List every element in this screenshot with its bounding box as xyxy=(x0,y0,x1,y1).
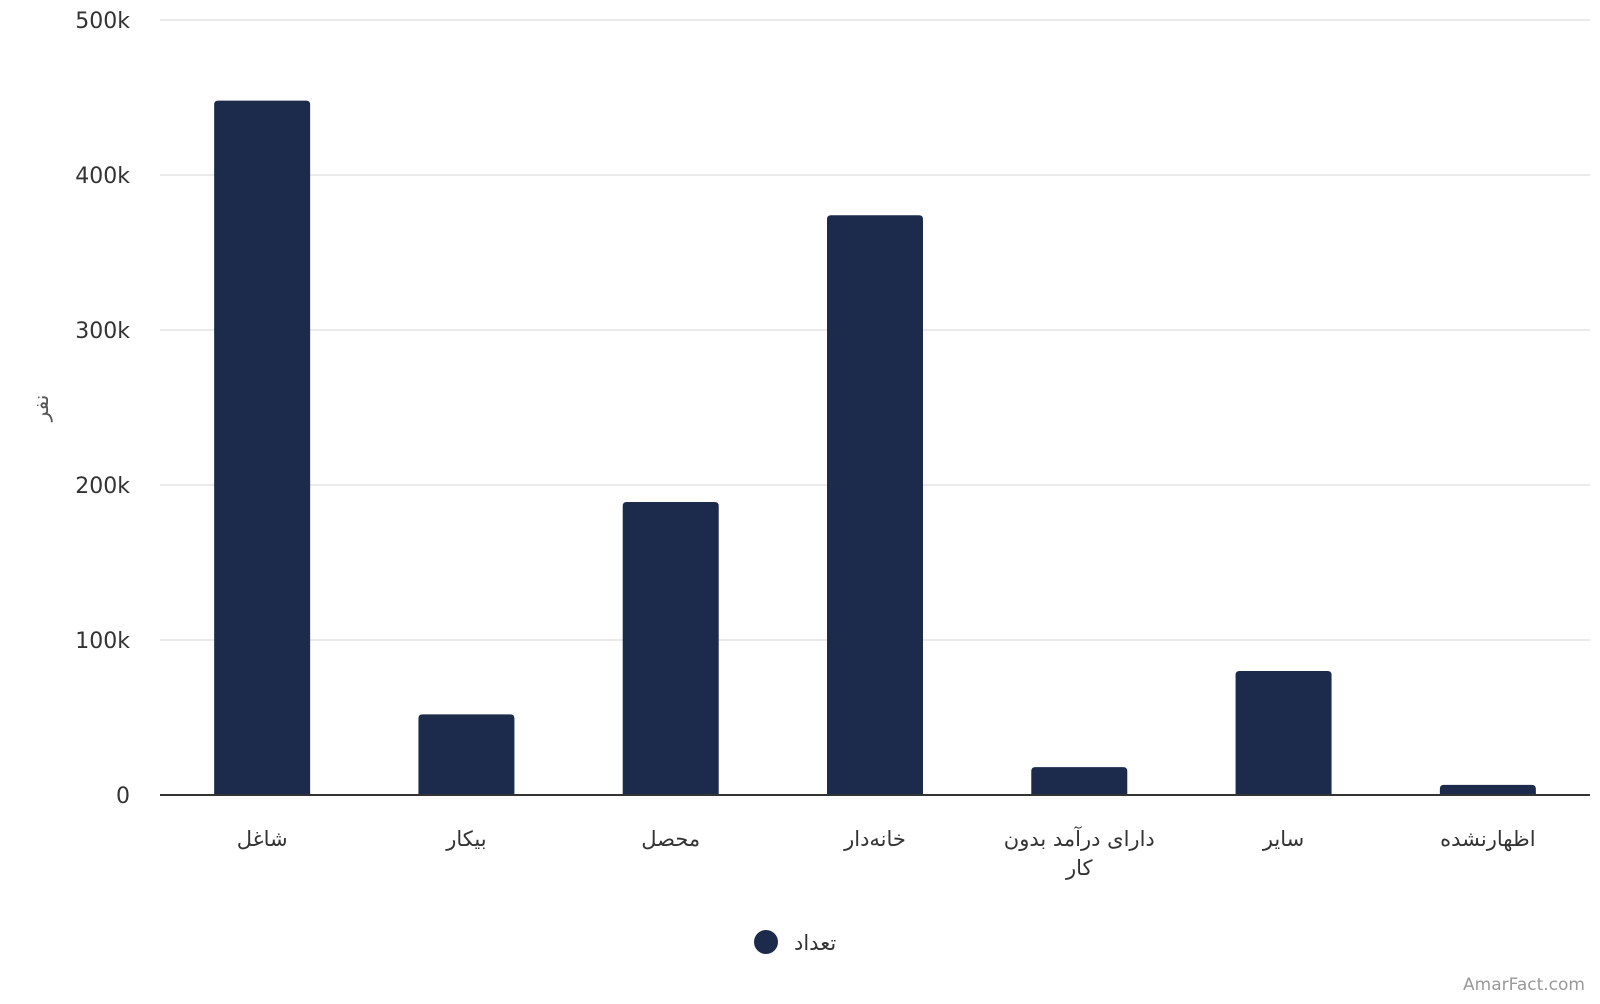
bar[interactable] xyxy=(1031,767,1128,795)
bar[interactable] xyxy=(1439,784,1536,795)
bar[interactable] xyxy=(622,502,719,795)
legend-label: تعداد xyxy=(794,931,836,955)
bar[interactable] xyxy=(1235,671,1332,795)
x-tick-label: شاغل xyxy=(237,827,288,851)
legend-marker xyxy=(754,930,778,954)
y-tick-label: 300k xyxy=(75,319,130,344)
bar[interactable] xyxy=(418,714,515,795)
bar[interactable] xyxy=(214,100,311,796)
y-axis-ticks: 0 100k 200k 300k 400k 500k xyxy=(75,9,130,809)
x-tick-label: سایر xyxy=(1262,827,1304,851)
x-tick-label: اظهارنشده xyxy=(1440,827,1535,851)
x-tick-label: بیکار xyxy=(445,827,486,851)
x-tick-label: دارای درآمد بدون کار xyxy=(1004,826,1155,880)
bars xyxy=(214,100,1536,796)
y-tick-label: 400k xyxy=(75,164,130,189)
legend[interactable]: تعداد xyxy=(754,930,836,955)
y-tick-label: 100k xyxy=(75,629,130,654)
credit-text[interactable]: AmarFact.com xyxy=(1463,975,1585,995)
bar[interactable] xyxy=(827,215,923,796)
y-axis-title: نفر xyxy=(29,395,53,423)
x-tick-label: خانه‌دار xyxy=(843,827,906,851)
y-tick-label: 0 xyxy=(116,784,130,809)
y-tick-label: 500k xyxy=(75,9,130,34)
x-axis-labels: شاغل بیکار محصل خانه‌دار دارای درآمد بدون کار… xyxy=(237,826,1536,880)
y-tick-label: 200k xyxy=(75,474,130,499)
x-tick-label: محصل xyxy=(641,827,700,851)
